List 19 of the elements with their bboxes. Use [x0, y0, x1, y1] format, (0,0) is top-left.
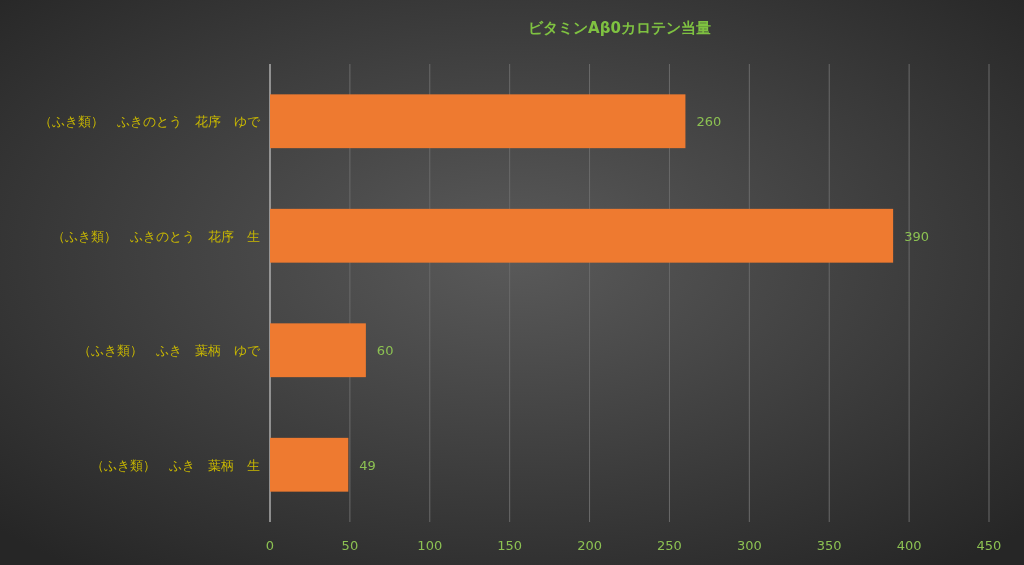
x-tick-label: 350 [816, 538, 842, 553]
y-tick-label: （ふき類） ふきのとう 花序 ゆで [39, 114, 261, 130]
x-tick-label: 50 [341, 538, 359, 553]
y-tick-label: （ふき類） ふき 葉柄 生 [91, 457, 260, 473]
x-tick-label: 0 [265, 538, 275, 553]
data-label: 60 [376, 343, 394, 359]
data-label: 260 [696, 114, 722, 130]
y-tick-label: （ふき類） ふきのとう 花序 生 [52, 228, 260, 244]
x-tick-label: 400 [896, 538, 922, 553]
chart-title: ビタミンAβ0カロテン当量 [528, 19, 711, 37]
x-tick-label: 450 [976, 538, 1002, 553]
y-tick-label: （ふき類） ふき 葉柄 ゆで [78, 343, 261, 359]
x-tick-label: 250 [657, 538, 682, 553]
data-label: 390 [904, 228, 929, 244]
x-tick-label: 100 [417, 538, 443, 553]
x-tick-label: 300 [736, 538, 762, 553]
x-tick-label: 150 [497, 538, 523, 553]
x-tick-label: 200 [577, 538, 602, 553]
data-label: 49 [359, 457, 376, 473]
